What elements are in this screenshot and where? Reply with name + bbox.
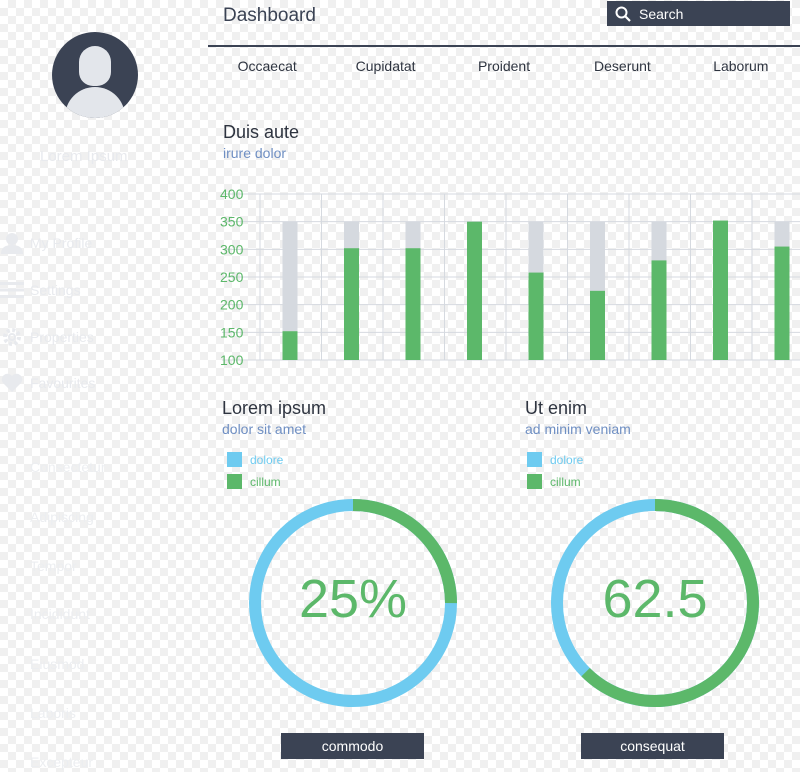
sidebar-item-properties[interactable]: Properties [0,326,94,348]
page-title: Dashboard [223,5,316,26]
sidebar-link-eiusmod[interactable]: Eiusmod [30,656,85,672]
y-tick-label: 150 [220,324,244,340]
y-tick-label: 200 [220,297,244,313]
user-icon [0,232,24,254]
bar [344,248,359,360]
tab-bar: Occaecat Cupidatat Proident Deserunt Lab… [208,58,800,74]
chart-subtitle: irure dolor [223,145,287,161]
bar [528,272,544,360]
y-tick-label: 100 [220,352,244,365]
bar-chart: 400 350 300 250 200 150 100 [215,185,800,370]
legend-label: dolore [250,452,284,467]
header-divider [208,45,800,47]
menu-icon [0,279,24,301]
ring-progress-arc [551,499,759,707]
panel-left-title: Lorem ipsum [222,398,327,418]
legend-item: dolore [227,452,283,467]
search-placeholder: Search [639,5,684,22]
legend-swatch [527,474,542,489]
bar [651,260,667,360]
legend-label: cillum [550,474,581,489]
sidebar-item-label: Favourites [30,375,96,391]
legend-swatch [527,452,542,467]
legend-item: dolore [527,452,583,467]
sidebar-item-settings[interactable]: Settings [0,279,81,301]
ring-progress-arc [249,499,457,707]
bar [774,246,790,360]
y-tick-label: 350 [220,214,244,230]
legend-item: cillum [227,474,281,489]
tab-occaecat[interactable]: Occaecat [237,58,297,74]
sidebar-link-tempor[interactable]: Tempor [30,558,77,574]
bar [405,248,421,360]
bar [713,220,728,360]
y-tick-label: 250 [220,269,244,285]
panel-right-subtitle: ad minim veniam [525,421,631,437]
progress-ring: 62.5 [550,498,760,708]
bar [590,290,605,360]
legend-label: cillum [250,474,281,489]
sidebar-link-excepteur[interactable]: Excepteur [30,754,94,770]
consequat-button[interactable]: consequat [581,733,724,759]
ring-value: 25% [298,569,408,629]
progress-ring: 25% [248,498,458,708]
legend-label: dolore [550,452,584,467]
chart-title: Duis aute [223,122,300,142]
sidebar-item-label: Settings [30,282,81,298]
panel-left-subtitle: dolor sit amet [222,421,307,437]
progress-ring-svg [551,499,759,707]
heart-icon [0,372,24,394]
sidebar-item-my-profile[interactable]: My Profile [0,232,92,254]
tab-laborum[interactable]: Laborum [713,58,769,74]
tab-cupidatat[interactable]: Cupidatat [355,58,416,74]
bar [467,221,482,360]
tab-deserunt[interactable]: Deserunt [594,58,651,74]
avatar-head-shape [79,46,111,86]
sidebar-link-incididunt[interactable]: Incididunt [30,606,90,622]
progress-ring-svg [249,499,457,707]
tab-proident[interactable]: Proident [477,58,531,74]
bar-background [282,221,298,360]
legend-swatch [227,474,242,489]
commodo-button[interactable]: commodo [281,733,424,759]
gear-icon [0,326,24,348]
legend-swatch [227,452,242,467]
search-icon [615,6,631,22]
sidebar-item-label: Properties [30,329,94,345]
ring-value: 62.5 [602,569,708,629]
username: Lorem Ipsum [40,148,128,165]
sidebar-link-adipiscing[interactable]: Adipiscing [30,509,94,525]
sidebar-item-favourites[interactable]: Favourites [0,372,95,394]
panel-right-title: Ut enim [525,398,588,418]
y-tick-label: 300 [220,241,244,257]
search-input[interactable]: Search [607,1,790,26]
bar-chart-svg: 400 350 300 250 200 150 100 [220,186,800,368]
avatar[interactable] [52,32,138,118]
legend-item: cillum [527,474,581,489]
y-tick-label: 400 [220,186,244,202]
sidebar-link-consectetur[interactable]: Consectetur [30,459,106,475]
sidebar-link-laboris[interactable]: Laboris [30,705,76,721]
avatar-body-shape [65,87,125,118]
sidebar-item-label: My Profile [30,235,93,251]
bar [282,331,298,360]
